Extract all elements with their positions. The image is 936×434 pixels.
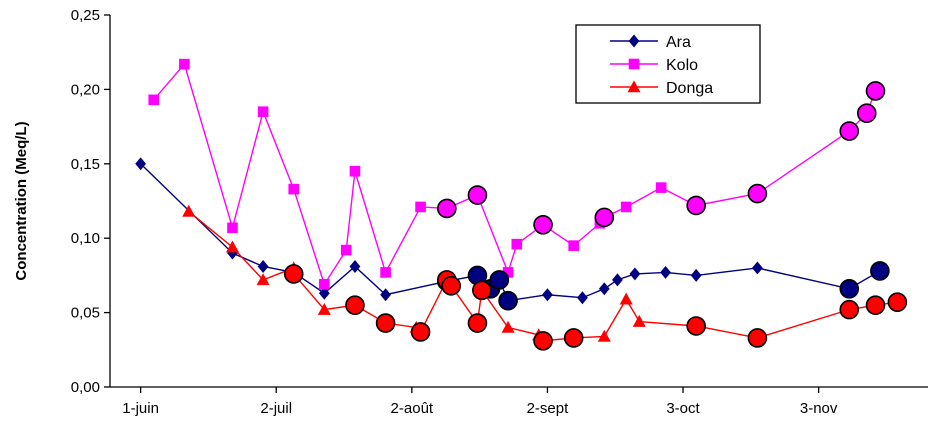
point-donga xyxy=(256,273,270,286)
point-donga xyxy=(501,320,515,333)
x-tick-label: 3-oct xyxy=(666,400,700,417)
series-ara-line xyxy=(140,163,881,302)
highlight-circle-ara xyxy=(498,290,518,311)
highlight-circle-donga xyxy=(563,328,584,348)
legend: Ara Kolo Donga xyxy=(575,24,761,104)
point-ara xyxy=(629,267,641,281)
legend-label-kolo: Kolo xyxy=(666,57,698,74)
highlight-circle-donga xyxy=(887,292,908,312)
y-tick-label: 0,10 xyxy=(71,230,100,247)
point-ara xyxy=(752,261,763,275)
highlight-circle-kolo xyxy=(686,195,706,216)
point-donga xyxy=(225,240,239,253)
point-donga xyxy=(317,302,331,315)
y-tick-label: 0,15 xyxy=(71,156,100,173)
point-kolo xyxy=(148,94,160,106)
highlight-circle-donga xyxy=(283,264,304,284)
y-tick-label: 0,20 xyxy=(71,81,100,98)
point-kolo xyxy=(257,106,269,118)
highlight-circle-ara xyxy=(839,278,860,299)
point-ara xyxy=(612,273,623,287)
highlight-circle-kolo xyxy=(865,81,886,101)
point-kolo xyxy=(380,267,391,278)
x-tick-label: 2-août xyxy=(391,400,434,417)
point-kolo xyxy=(179,58,190,70)
y-tick-label: 0,25 xyxy=(71,7,100,24)
series-kolo xyxy=(148,58,881,290)
highlight-circle-kolo xyxy=(747,183,768,204)
y-tick-label: 0,00 xyxy=(71,379,100,396)
point-ara xyxy=(257,260,269,273)
point-donga xyxy=(597,329,611,342)
y-ticks: 0,00 0,05 0,10 0,15 0,20 0,25 xyxy=(71,7,110,396)
highlight-circle-kolo xyxy=(467,185,488,205)
highlight-circle-donga xyxy=(345,295,365,315)
point-ara xyxy=(690,268,702,282)
axes xyxy=(109,15,928,388)
point-kolo xyxy=(620,201,632,213)
legend-label-donga: Donga xyxy=(666,80,713,97)
y-tick-label: 0,05 xyxy=(71,305,100,322)
highlight-circle-donga xyxy=(410,322,431,342)
point-donga xyxy=(619,292,633,305)
series-kolo-line xyxy=(153,62,877,286)
highlight-circle-kolo xyxy=(594,207,615,228)
x-ticks: 1-juin 2-juil 2-août 2-sept 3-oct 3-nov xyxy=(122,387,838,417)
highlight-circle-kolo xyxy=(856,103,877,124)
legend-marker-donga xyxy=(627,80,641,93)
point-kolo xyxy=(227,222,238,234)
point-ara xyxy=(577,291,588,305)
highlight-circle-donga xyxy=(839,299,860,320)
x-tick-label: 1-juin xyxy=(122,400,159,417)
legend-marker-ara xyxy=(628,34,640,48)
highlight-circle-donga xyxy=(472,280,492,301)
y-axis-title: Concentration (Meq/L) xyxy=(13,121,30,280)
point-kolo xyxy=(568,240,579,251)
point-kolo xyxy=(511,238,523,250)
x-tick-label: 2-sept xyxy=(527,400,570,417)
highlight-circle-kolo xyxy=(533,215,553,235)
point-kolo xyxy=(655,182,667,193)
highlight-circle-donga xyxy=(441,276,461,296)
point-kolo xyxy=(288,183,300,195)
legend-marker-kolo xyxy=(628,58,640,70)
highlighted-samples xyxy=(283,81,908,351)
x-tick-label: 3-nov xyxy=(800,400,838,417)
point-ara xyxy=(135,157,147,171)
point-ara xyxy=(660,265,671,279)
legend-label-ara: Ara xyxy=(666,34,691,51)
point-kolo xyxy=(349,165,361,177)
series-ara xyxy=(135,157,886,308)
legend-box xyxy=(575,24,761,104)
highlight-circle-ara xyxy=(870,261,890,281)
point-kolo xyxy=(415,201,426,213)
highlight-circle-kolo xyxy=(839,121,860,141)
point-ara xyxy=(542,288,553,302)
highlight-circle-donga xyxy=(467,313,488,333)
x-tick-label: 2-juil xyxy=(260,400,292,417)
highlight-circle-ara xyxy=(489,270,510,290)
series-layer xyxy=(135,58,908,351)
highlight-circle-donga xyxy=(747,328,768,348)
highlight-circle-kolo xyxy=(437,198,457,219)
point-ara xyxy=(349,260,361,273)
point-kolo xyxy=(340,244,352,256)
highlight-circle-donga xyxy=(533,331,553,351)
point-ara xyxy=(598,282,610,296)
highlight-circle-donga xyxy=(686,316,706,336)
point-ara xyxy=(318,286,330,300)
point-kolo xyxy=(319,279,330,290)
highlight-circle-donga xyxy=(865,295,886,315)
highlight-circle-donga xyxy=(375,313,396,333)
point-donga xyxy=(632,314,646,327)
point-ara xyxy=(380,288,391,302)
point-donga xyxy=(182,204,196,217)
